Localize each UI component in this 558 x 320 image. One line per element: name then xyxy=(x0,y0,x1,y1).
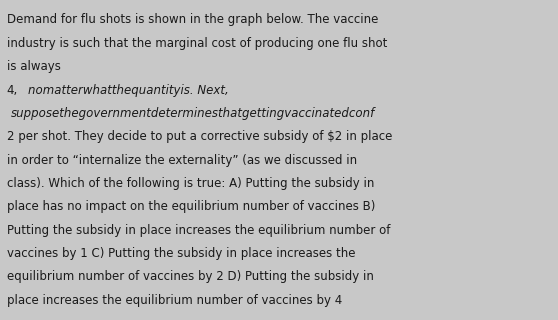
Text: class). Which of the following is true: A) Putting the subsidy in: class). Which of the following is true: … xyxy=(7,177,374,190)
Text: supposethegovernmentdeterminesthatgettingvaccinatedconf: supposethegovernmentdeterminesthatgettin… xyxy=(11,107,376,120)
Text: Putting the subsidy in place increases the equilibrium number of: Putting the subsidy in place increases t… xyxy=(7,224,390,237)
Text: place has no impact on the equilibrium number of vaccines B): place has no impact on the equilibrium n… xyxy=(7,200,375,213)
Text: equilibrium number of vaccines by 2 D) Putting the subsidy in: equilibrium number of vaccines by 2 D) P… xyxy=(7,270,373,284)
Text: place increases the equilibrium number of vaccines by 4: place increases the equilibrium number o… xyxy=(7,294,342,307)
Text: Demand for flu shots is shown in the graph below. The vaccine: Demand for flu shots is shown in the gra… xyxy=(7,13,378,27)
Text: nomatterwhatthequantityis. Next,: nomatterwhatthequantityis. Next, xyxy=(28,84,229,97)
Text: in order to “internalize the externality” (as we discussed in: in order to “internalize the externality… xyxy=(7,154,357,167)
Text: 2 per shot. They decide to put a corrective subsidy of $2 in place: 2 per shot. They decide to put a correct… xyxy=(7,130,392,143)
Text: vaccines by 1 C) Putting the subsidy in place increases the: vaccines by 1 C) Putting the subsidy in … xyxy=(7,247,355,260)
Text: 4,: 4, xyxy=(7,84,18,97)
Text: is always: is always xyxy=(7,60,61,73)
Text: industry is such that the marginal cost of producing one flu shot: industry is such that the marginal cost … xyxy=(7,37,387,50)
